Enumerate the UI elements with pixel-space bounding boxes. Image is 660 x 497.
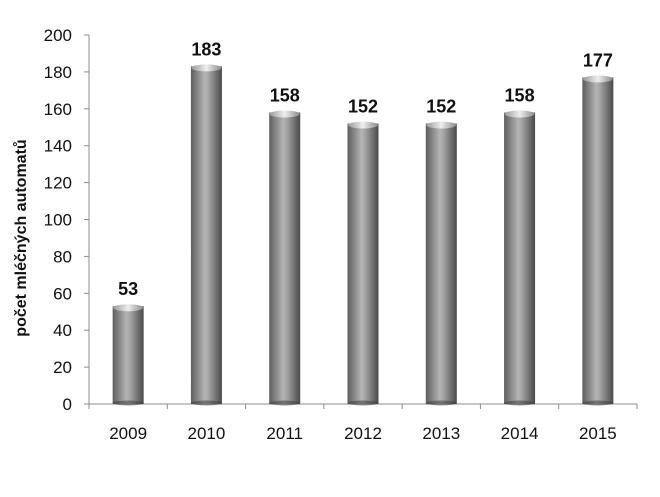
bar	[112, 306, 144, 404]
y-tick-label: 200	[44, 26, 72, 45]
data-label: 158	[270, 85, 300, 105]
bar-base-shadow	[269, 400, 301, 406]
x-axis-ticks: 2009 2010 2011 2012 2013 2014 2015	[88, 404, 638, 443]
x-tick-label: 2014	[501, 424, 539, 443]
y-tick-label: 140	[44, 137, 72, 156]
bar-cap	[426, 121, 457, 129]
bar-base-shadow	[425, 400, 457, 406]
data-label: 158	[505, 85, 535, 105]
data-label: 177	[583, 50, 613, 70]
data-labels-group: 53 183 158 152 152 158 177	[118, 39, 613, 299]
x-tick-label: 2012	[344, 424, 382, 443]
x-tick-label: 2010	[188, 424, 226, 443]
data-label: 152	[348, 97, 378, 117]
bar-cap	[269, 110, 300, 118]
bar	[504, 112, 536, 405]
y-axis-ticks: 0 20 40 60 80 100 120 140 160 180 200	[44, 26, 89, 414]
y-tick-label: 0	[63, 395, 72, 414]
bar-base-shadow	[347, 400, 379, 406]
x-tick-label: 2015	[579, 424, 617, 443]
y-axis-title: počet mléčných automatů	[13, 139, 30, 336]
x-tick-label: 2009	[109, 424, 147, 443]
y-tick-label: 60	[53, 284, 72, 303]
data-label: 53	[118, 279, 138, 299]
y-tick-label: 120	[44, 174, 72, 193]
bar-cap	[348, 121, 378, 129]
y-tick-label: 100	[44, 211, 72, 230]
bar-base-shadow	[190, 400, 222, 406]
bar-cap	[113, 304, 144, 312]
bar	[582, 77, 614, 404]
bar-base-shadow	[582, 400, 614, 406]
bar	[425, 123, 457, 404]
bar	[190, 66, 222, 405]
data-label: 183	[191, 39, 221, 59]
bar-cap	[582, 75, 613, 83]
bar-base-shadow	[112, 400, 144, 406]
data-label: 152	[426, 97, 456, 117]
y-tick-label: 180	[44, 63, 72, 82]
y-tick-label: 40	[53, 321, 72, 340]
bar-cap	[504, 110, 535, 118]
bar	[347, 123, 379, 404]
bars-group	[112, 64, 614, 406]
bar	[269, 112, 301, 405]
bar-cap	[191, 64, 222, 72]
bar-base-shadow	[504, 400, 536, 406]
x-tick-label: 2011	[266, 424, 303, 443]
y-tick-label: 20	[53, 358, 72, 377]
y-tick-label: 80	[53, 247, 72, 266]
y-tick-label: 160	[44, 100, 72, 119]
x-tick-label: 2013	[422, 424, 460, 443]
